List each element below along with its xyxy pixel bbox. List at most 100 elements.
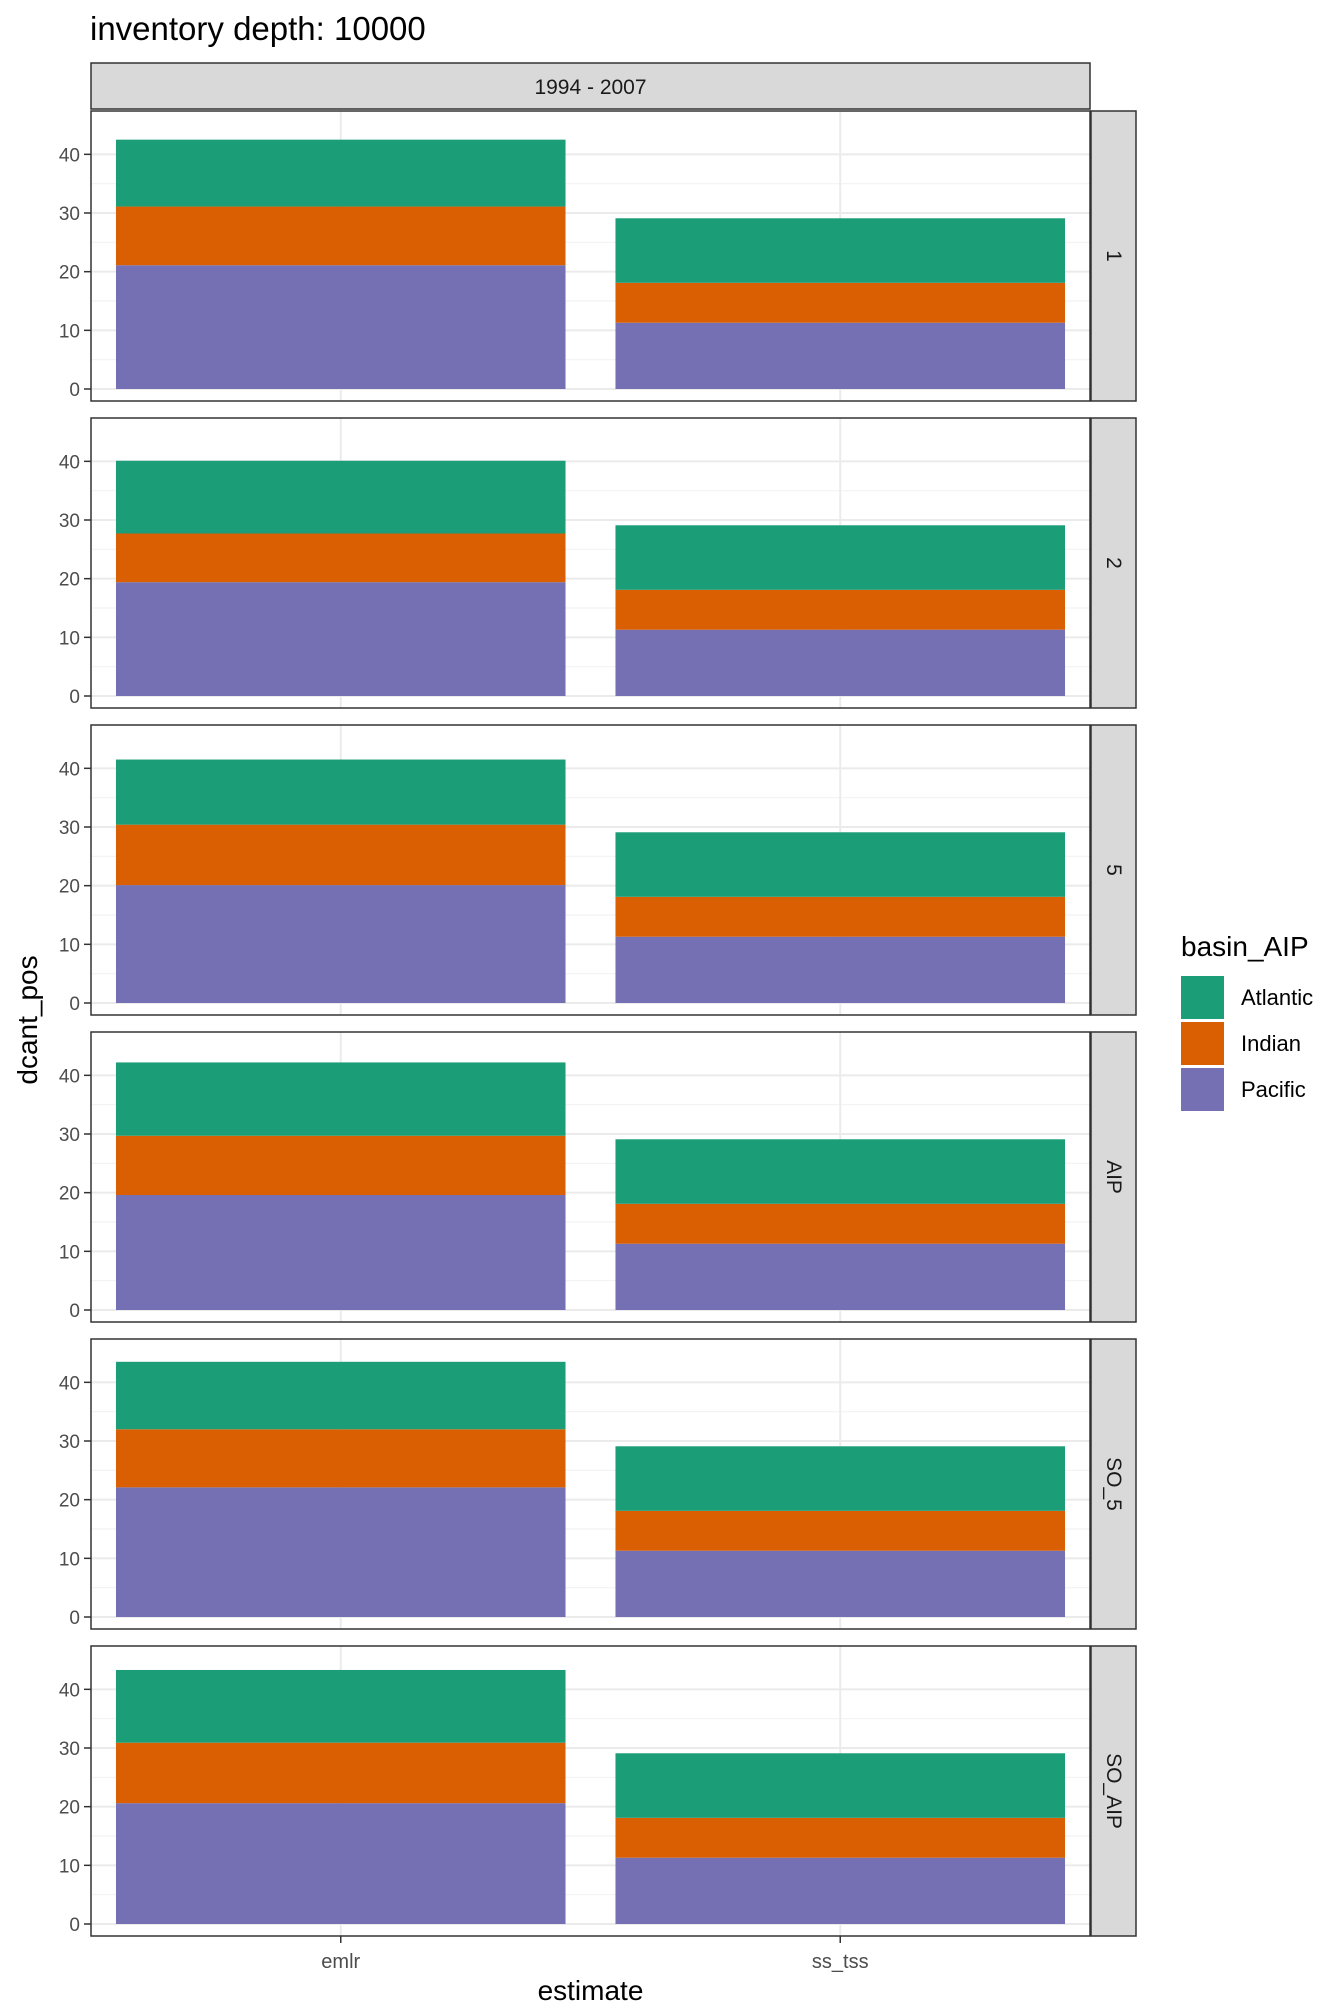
facet-panel-1: 0 10 20 30 40 1 — [59, 110, 1137, 402]
row-facet-strip — [1090, 110, 1137, 402]
y-tick-label: 40 — [59, 145, 80, 166]
y-tick-label: 30 — [59, 511, 80, 532]
y-tick-label: 10 — [59, 321, 80, 342]
bar-ss_tss-pacific — [615, 936, 1066, 1003]
y-tick-label: 20 — [59, 877, 80, 898]
y-tick-label: 30 — [59, 818, 80, 839]
bar-emlr-pacific — [115, 582, 566, 696]
panel-border — [90, 1338, 1091, 1630]
bar-ss_tss-atlantic — [615, 1446, 1066, 1511]
y-tick-label: 30 — [59, 1739, 80, 1760]
facet-panel-SO_5: 0 10 20 30 40 SO_5 — [59, 1338, 1137, 1630]
row-facet-strip — [1090, 724, 1137, 1016]
row-facet-strip — [1090, 1338, 1137, 1630]
x-tick-label: emlr — [321, 1951, 360, 1973]
bar-ss_tss-pacific — [615, 322, 1066, 389]
bar-ss_tss-atlantic — [615, 218, 1066, 283]
row-facet-label: 2 — [1102, 557, 1125, 569]
bar-emlr-atlantic — [115, 139, 566, 207]
bar-emlr-indian — [115, 1742, 566, 1804]
bar-ss_tss-pacific — [615, 1243, 1066, 1310]
column-facet-strip: 1994 - 2007 — [90, 62, 1091, 110]
legend-label-indian: Indian — [1241, 1031, 1301, 1056]
chart-title: inventory depth: 10000 — [90, 10, 426, 47]
bar-emlr-indian — [115, 206, 566, 266]
row-facet-strip — [1090, 1645, 1137, 1937]
bar-emlr-pacific — [115, 885, 566, 1003]
bar-ss_tss-indian — [615, 1510, 1066, 1551]
y-tick-label: 10 — [59, 935, 80, 956]
y-axis-title: dcant_pos — [12, 955, 43, 1084]
bar-emlr-atlantic — [115, 1361, 566, 1430]
bar-ss_tss-indian — [615, 1203, 1066, 1244]
y-tick-label: 40 — [59, 452, 80, 473]
y-tick-label: 10 — [59, 1549, 80, 1570]
bar-ss_tss-indian — [615, 896, 1066, 937]
bar-emlr-atlantic — [115, 460, 566, 534]
bar-ss_tss-indian — [615, 282, 1066, 323]
y-tick-label: 40 — [59, 759, 80, 780]
legend-key-atlantic — [1181, 976, 1224, 1019]
y-tick-label: 0 — [69, 687, 80, 708]
y-tick-label: 10 — [59, 1242, 80, 1263]
x-axis: emlr ss_tss — [321, 1936, 869, 1973]
y-tick-label: 40 — [59, 1066, 80, 1087]
facet-panel-AIP: 0 10 20 30 40 AIP — [59, 1031, 1137, 1323]
bar-ss_tss-pacific — [615, 1857, 1066, 1924]
y-tick-label: 0 — [69, 1301, 80, 1322]
bar-emlr-indian — [115, 824, 566, 886]
y-tick-label: 40 — [59, 1680, 80, 1701]
legend-label-atlantic: Atlantic — [1241, 985, 1313, 1010]
bar-ss_tss-indian — [615, 1817, 1066, 1858]
bar-ss_tss-atlantic — [615, 525, 1066, 590]
legend: basin_AIP Atlantic Indian Pacific — [1181, 931, 1313, 1111]
y-tick-label: 20 — [59, 1184, 80, 1205]
row-facet-label: 5 — [1102, 864, 1125, 876]
bar-emlr-pacific — [115, 1487, 566, 1617]
x-tick-label: ss_tss — [812, 1951, 869, 1973]
column-facet-label: 1994 - 2007 — [534, 76, 646, 99]
panel-border — [90, 724, 1091, 1016]
bar-emlr-atlantic — [115, 759, 566, 825]
bar-emlr-indian — [115, 533, 566, 583]
y-tick-label: 0 — [69, 1915, 80, 1936]
legend-title: basin_AIP — [1181, 931, 1309, 962]
y-tick-label: 0 — [69, 380, 80, 401]
legend-key-indian — [1181, 1022, 1224, 1065]
row-facet-label: SO_5 — [1102, 1457, 1125, 1511]
row-facet-strip — [1090, 417, 1137, 709]
facet-panel-5: 0 10 20 30 40 5 — [59, 724, 1137, 1016]
panel-border — [90, 110, 1091, 402]
panel-border — [90, 417, 1091, 709]
y-tick-label: 0 — [69, 1608, 80, 1629]
y-tick-label: 30 — [59, 204, 80, 225]
row-facet-label: AIP — [1102, 1160, 1125, 1194]
facet-panel-2: 0 10 20 30 40 2 — [59, 417, 1137, 709]
bar-ss_tss-pacific — [615, 1550, 1066, 1617]
panel-border — [90, 1645, 1091, 1937]
legend-label-pacific: Pacific — [1241, 1077, 1306, 1102]
bar-emlr-pacific — [115, 1195, 566, 1310]
y-tick-label: 0 — [69, 994, 80, 1015]
row-facet-strip — [1090, 1031, 1137, 1323]
x-axis-title: estimate — [538, 1975, 644, 2006]
row-facet-label: SO_AIP — [1102, 1753, 1125, 1829]
bar-emlr-atlantic — [115, 1669, 566, 1743]
bar-ss_tss-pacific — [615, 629, 1066, 696]
legend-key-pacific — [1181, 1068, 1224, 1111]
facet-panel-SO_AIP: 0 10 20 30 40 SO_AIP — [59, 1645, 1137, 1937]
bar-emlr-atlantic — [115, 1062, 566, 1136]
y-tick-label: 10 — [59, 628, 80, 649]
row-facet-label: 1 — [1102, 250, 1125, 262]
bar-emlr-pacific — [115, 265, 566, 389]
y-tick-label: 20 — [59, 1798, 80, 1819]
y-tick-label: 30 — [59, 1125, 80, 1146]
y-tick-label: 10 — [59, 1856, 80, 1877]
bar-ss_tss-indian — [615, 589, 1066, 630]
y-tick-label: 20 — [59, 570, 80, 591]
panel-border — [90, 1031, 1091, 1323]
bar-ss_tss-atlantic — [615, 832, 1066, 897]
facet-panels: 010203040101020304020102030405010203040A… — [59, 110, 1137, 1937]
bar-emlr-pacific — [115, 1803, 566, 1924]
